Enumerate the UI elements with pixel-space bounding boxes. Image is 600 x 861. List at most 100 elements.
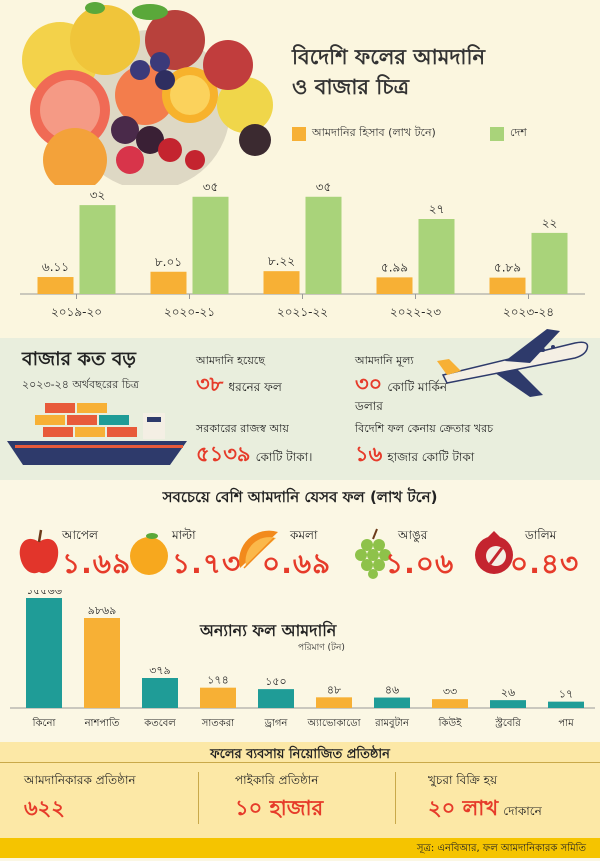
business-divider-1 [198, 772, 199, 824]
legend-country-label: দেশ [510, 126, 527, 139]
chart1-bar [263, 271, 300, 294]
business-section [0, 742, 600, 838]
ship-icon [7, 403, 187, 465]
stat-buyer-cost-label: বিদেশি ফল কেনায় ক্রেতার খরচ [355, 422, 494, 435]
fruit-name-apple: আপেল [62, 528, 98, 542]
importer-value: ৬২২ [24, 796, 65, 820]
chart2-tick-label: কতবেল [143, 718, 176, 729]
chart1-bar [489, 277, 526, 294]
chart2-tick-label: নাশপাতি [84, 717, 120, 729]
import-chart: ৬.১১ ৩২ ২০১৯-২০ ৮.০১ ৩৫ ২০২০-২১ ৮.২২ ৩৫ ২০২১-২২ ৫… [20, 180, 585, 319]
stat-buyer-cost: ১৬ হাজার কোটি টাকা [355, 438, 474, 473]
business-title: ফলের ব্যবসায় নিয়োজিত প্রতিষ্ঠান [210, 747, 390, 762]
chart2-bar-label: ৪৬ [385, 684, 399, 697]
legend-country: দেশ [490, 124, 527, 143]
chart1-bar [79, 205, 116, 294]
stat-revenue-label: সরকারের রাজস্ব আয় [196, 422, 289, 435]
market-title: বাজার কত বড় [22, 348, 136, 370]
chart1-tick-label: ২০১৯-২০ [51, 305, 102, 319]
chart2-bar [26, 598, 62, 708]
retail-stat: ২০ লাখ দোকানে [428, 792, 542, 827]
stat-revenue-value: ৫১৩৯ [196, 442, 251, 466]
stat-import-value: ৩০ কোটি মার্কিন [355, 368, 447, 403]
grape-icon [355, 528, 391, 579]
legend-import-label: আমদানির হিসাব (লাখ টনে) [312, 126, 436, 139]
chart2-bar [258, 689, 294, 708]
chart2-tick-label: সাতকরা [201, 718, 236, 729]
stat-buyer-cost-unit: হাজার কোটি টাকা [387, 450, 475, 464]
legend-import: আমদানির হিসাব (লাখ টনে) [292, 124, 436, 143]
chart2-bar-label: ৪৮ [327, 683, 341, 696]
chart2-tick-label: রামবুটান [374, 716, 410, 729]
fruit-name-pomegranate: ডালিম [525, 528, 557, 542]
stat-import-value-label: আমদানি মূল্য [355, 354, 414, 367]
chart2-bar-label: ৯৮৬৯ [88, 604, 117, 617]
chart2-tick-label: অ্যাভোকাডো [306, 718, 361, 729]
stat-fruit-types-unit: ধরনের ফল [228, 380, 282, 394]
chart2-bar-label: ২৬ [501, 686, 515, 699]
chart2-bar-label: ১৫৫৬৬ [26, 590, 62, 597]
stat-buyer-cost-value: ১৬ [355, 442, 383, 466]
chart2-bar [432, 699, 468, 708]
title-line-1: বিদেশি ফলের আমদানি [292, 45, 486, 69]
other-fruits-subtitle: পরিমাণ (টন) [298, 643, 345, 653]
chart1-bar-label: ৩৫ [203, 180, 219, 194]
source-text: সূত্র: এনবিআর, ফল আমদানিকারক সমিতি [416, 843, 586, 854]
fruit-name-malta: মাল্টা [172, 528, 196, 542]
stat-revenue-unit: কোটি টাকা। [255, 450, 313, 464]
retail-value: ২০ লাখ [428, 796, 499, 820]
stat-import-value-unit2: ডলার [355, 399, 383, 413]
stat-import-value-unit: কোটি মার্কিন [387, 380, 448, 394]
chart1-tick-label: ২০২১-২২ [277, 305, 328, 319]
chart2-bar [548, 701, 584, 708]
other-fruits-chart: ১৫৫৬৬ কিনো ৯৮৬৯ নাশপাতি ৩৭৯ কতবেল ১৭৪ সাতকরা ১৫০… [10, 590, 595, 729]
fruit-name-orange: কমলা [290, 528, 318, 542]
chart2-bar [374, 697, 410, 708]
chart2-tick-label: ড্রাগন [264, 718, 289, 729]
chart2-tick-label: কিউই [438, 716, 463, 729]
chart1-bar-label: ৩২ [90, 188, 106, 202]
business-title-divider [0, 762, 600, 763]
legend-import-swatch [292, 126, 306, 141]
chart1-bar-label: ৩৫ [316, 180, 332, 194]
orange-slice-icon [239, 530, 278, 569]
fruit-value-apple: ১.৬৯ [62, 547, 132, 580]
business-divider-2 [395, 772, 396, 824]
chart1-bar [305, 196, 342, 294]
other-fruits-title: অন্যান্য ফল আমদানি [200, 621, 337, 640]
stat-fruit-types-label: আমদানি হয়েছে [196, 354, 265, 367]
chart1-bar [531, 232, 568, 294]
chart2-bar [316, 697, 352, 708]
fruit-value-orange: ০.৬৯ [262, 547, 332, 580]
wholesale-value: ১০ হাজার [235, 796, 324, 820]
stat-revenue: ৫১৩৯ কোটি টাকা। [196, 438, 312, 473]
chart1-bar-label: ৮.২২ [268, 254, 295, 268]
page-title: বিদেশি ফলের আমদানি ও বাজার চিত্র [292, 42, 592, 102]
chart2-tick-label: পাম [558, 718, 574, 729]
top-fruits-title: সবচেয়ে বেশি আমদানি যেসব ফল (লাখ টনে) [162, 488, 438, 506]
chart2-tick-label: কিনো [32, 717, 57, 729]
malta-icon [130, 533, 168, 575]
title-line-2: ও বাজার চিত্র [292, 75, 410, 99]
fruit-name-grape: আঙুর [398, 528, 428, 542]
chart1-bar [418, 219, 455, 294]
chart1-bar-label: ২৭ [429, 202, 445, 216]
retail-unit: দোকানে [503, 804, 542, 818]
chart2-bar [142, 678, 178, 708]
chart1-tick-label: ২০২২-২৩ [390, 305, 441, 319]
chart1-bar [37, 277, 74, 294]
fruit-collage-image [22, 2, 273, 185]
chart2-bar [84, 618, 120, 708]
chart1-bar [192, 196, 229, 294]
chart2-bar-label: ৩৭৯ [149, 664, 170, 677]
legend-country-swatch [490, 126, 504, 141]
wholesale-label: পাইকারি প্রতিষ্ঠান [235, 773, 319, 787]
importer-label: আমদানিকারক প্রতিষ্ঠান [24, 773, 136, 787]
fruit-value-grape: ১.০৬ [385, 547, 455, 580]
chart1-tick-label: ২০২০-২১ [164, 305, 215, 319]
chart1-bar-label: ৫.৯৯ [381, 260, 408, 274]
stat-import-value-number: ৩০ [355, 372, 383, 396]
apple-icon [19, 529, 59, 574]
chart2-bar-label: ৩৩ [443, 685, 457, 698]
chart1-bar-label: ২২ [542, 216, 558, 230]
